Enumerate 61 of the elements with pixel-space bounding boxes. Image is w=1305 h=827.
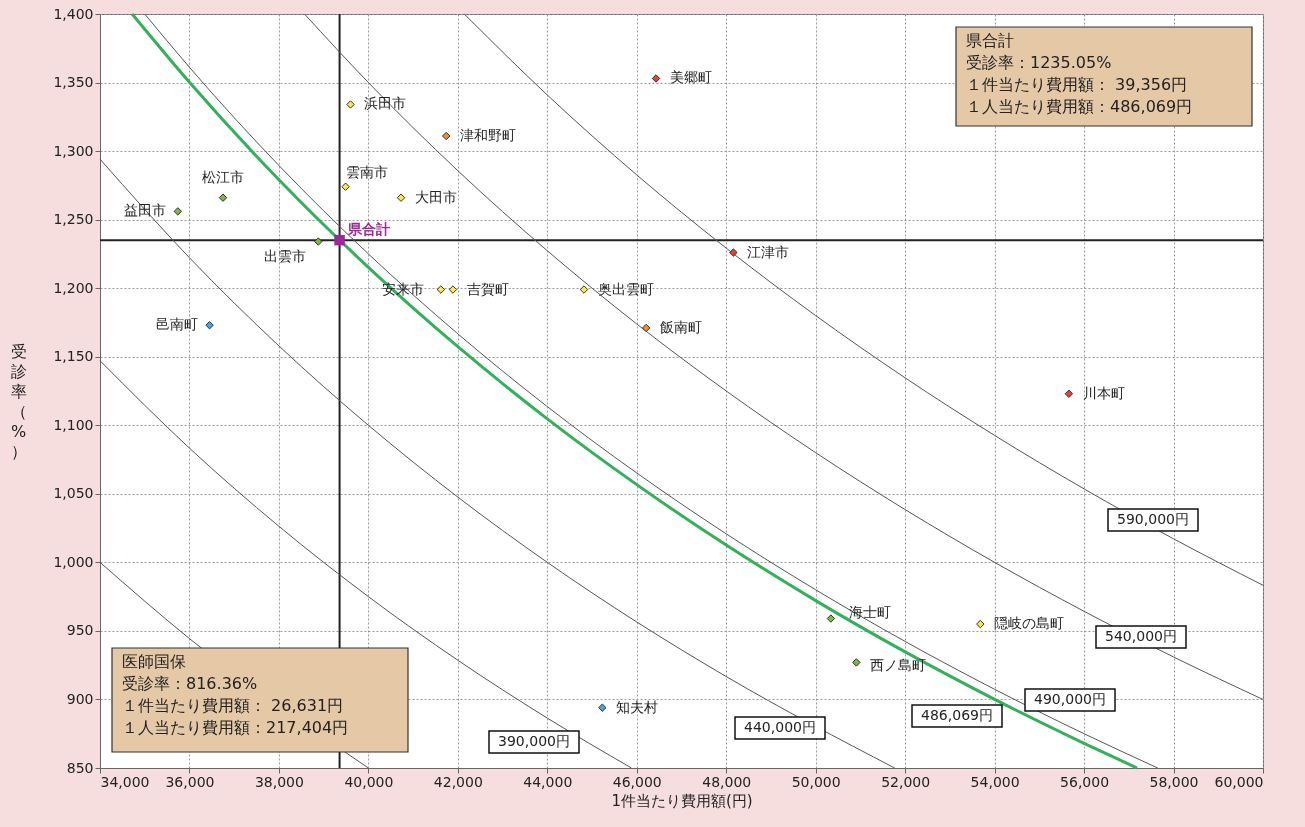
- y-tick-label: 1,300: [53, 142, 94, 159]
- series-label: 飯南町: [660, 318, 703, 335]
- series-label: 県合計: [346, 221, 390, 238]
- annotation: 390,000円: [498, 733, 570, 749]
- x-tick-label: 40,000: [344, 773, 394, 790]
- series-label: 益田市: [123, 202, 166, 219]
- series-label: 大田市: [415, 188, 458, 205]
- series-label: 西ノ島町: [870, 657, 927, 674]
- x-tick-label: 60,000: [1214, 773, 1264, 790]
- series-label: 奥出雲町: [597, 280, 654, 297]
- series-label: 雲南市: [345, 163, 388, 180]
- y-tick-label: 1,050: [53, 485, 94, 502]
- y-tick-label: 1,200: [53, 279, 94, 296]
- x-tick-label: 50,000: [791, 773, 841, 790]
- series-label: 美郷町: [670, 69, 712, 86]
- x-tick-label: 34,000: [100, 773, 150, 790]
- annotation: 医師国保: [122, 652, 186, 671]
- x-tick-label: 42,000: [433, 773, 483, 790]
- series-label: 出雲市: [264, 247, 307, 264]
- series-label: 浜田市: [364, 95, 407, 112]
- y-tick-label: 1,150: [53, 348, 94, 365]
- series-label: 江津市: [747, 243, 790, 260]
- series-label: 川本町: [1082, 384, 1125, 401]
- y-tick-label: 1,350: [53, 74, 94, 91]
- annotation: 受診率：816.36%: [122, 674, 258, 693]
- y-tick-label: 1,100: [53, 416, 94, 433]
- y-tick-label: 1,000: [53, 553, 94, 570]
- x-tick-label: 48,000: [702, 773, 752, 790]
- series-label: 津和野町: [460, 127, 517, 144]
- annotation: １件当たり費用額： 39,356円: [966, 75, 1188, 94]
- x-tick-label: 44,000: [523, 773, 573, 790]
- series-label: 松江市: [202, 168, 245, 185]
- annotation: 486,069円: [921, 707, 993, 723]
- x-tick-label: 46,000: [612, 773, 662, 790]
- series-label: 吉賀町: [466, 280, 509, 297]
- y-axis-title: 受診率（%）: [10, 341, 27, 461]
- annotation: １件当たり費用額： 26,631円: [122, 696, 344, 715]
- series-label: 知夫村: [616, 698, 659, 715]
- x-axis-title: 1件当たり費用額(円): [611, 791, 753, 810]
- annotation: 490,000円: [1034, 691, 1106, 707]
- annotation: 県合計: [966, 31, 1014, 50]
- annotation: 540,000円: [1105, 628, 1177, 644]
- annotation: 受診率：1235.05%: [966, 53, 1112, 72]
- y-tick-label: 1,250: [53, 211, 94, 228]
- y-tick-label: 950: [66, 622, 94, 639]
- annotation: １人当たり費用額：486,069円: [966, 97, 1193, 116]
- x-tick-label: 58,000: [1149, 773, 1199, 790]
- x-tick-label: 52,000: [881, 773, 931, 790]
- x-tick-label: 56,000: [1060, 773, 1110, 790]
- series-label: 隠岐の島町: [994, 615, 1065, 632]
- x-tick-label: 54,000: [970, 773, 1020, 790]
- y-tick-label: 1,400: [53, 5, 94, 22]
- y-tick-label: 850: [66, 759, 94, 776]
- annotation: 590,000円: [1117, 511, 1189, 527]
- x-tick-label: 38,000: [254, 773, 304, 790]
- y-tick-label: 900: [66, 690, 94, 707]
- annotation: 440,000円: [744, 719, 816, 735]
- annotation: １人当たり費用額：217,404円: [122, 718, 349, 737]
- x-tick-label: 36,000: [165, 773, 215, 790]
- series-label: 邑南町: [155, 316, 198, 333]
- series-label: 海士町: [848, 603, 891, 620]
